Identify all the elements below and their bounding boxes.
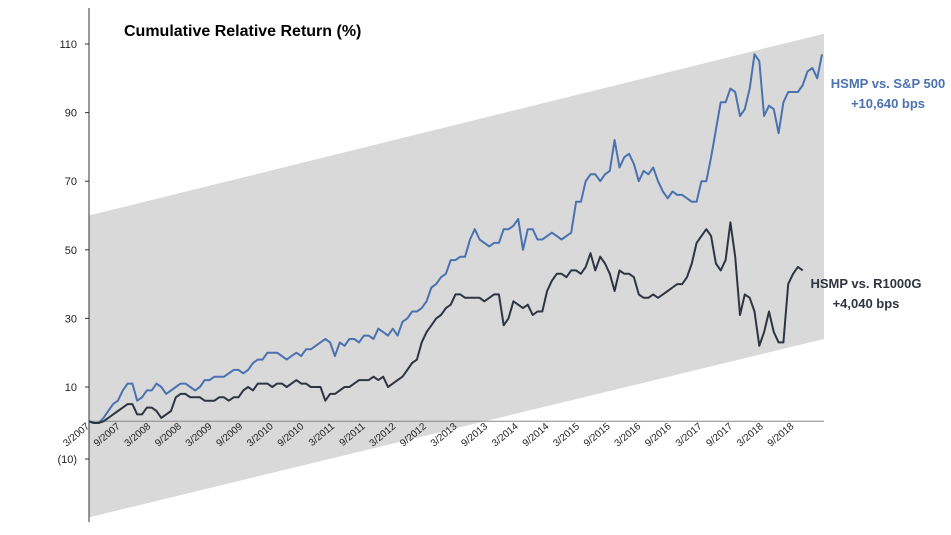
series-line-r1000g [88, 221, 804, 424]
x-tick-label: 9/2014 [521, 421, 552, 449]
series-lines [88, 53, 823, 424]
series-line-sp500 [88, 53, 823, 424]
y-tick-label: 70 [65, 176, 77, 188]
series-annotations: HSMP vs. S&P 500 +10,640 bps HSMP vs. R100… [810, 76, 945, 311]
y-tick-label: 50 [65, 245, 77, 257]
series-annotation-name: HSMP vs. S&P 500 [831, 76, 945, 91]
x-tick-label: 3/2017 [674, 421, 705, 449]
x-tick-label: 3/2015 [551, 421, 582, 449]
x-tick-label: 9/2015 [582, 421, 613, 449]
series-annotation-value: +4,040 bps [833, 296, 900, 311]
return-range-band [89, 33, 824, 518]
chart-title: Cumulative Relative Return (%) [124, 23, 361, 40]
y-tick-label: 10 [65, 382, 77, 394]
series-annotation-value: +10,640 bps [851, 96, 925, 111]
x-tick-label: 3/2018 [735, 421, 766, 449]
x-tick-label: 3/2007 [61, 421, 92, 449]
y-axis-ticks: (10) 10 30 50 70 90 110 [57, 39, 89, 466]
y-tick-label: 30 [65, 313, 77, 325]
y-tick-label: 110 [59, 39, 77, 51]
x-tick-label: 9/2016 [643, 421, 674, 449]
series-annotation-name: HSMP vs. R1000G [810, 276, 921, 291]
y-tick-label: (10) [57, 454, 77, 466]
x-tick-label: 3/2014 [490, 421, 521, 449]
x-tick-label: 9/2018 [766, 421, 797, 449]
x-tick-label: 9/2017 [705, 421, 736, 449]
x-tick-label: 3/2016 [613, 421, 644, 449]
y-tick-label: 90 [65, 108, 77, 120]
